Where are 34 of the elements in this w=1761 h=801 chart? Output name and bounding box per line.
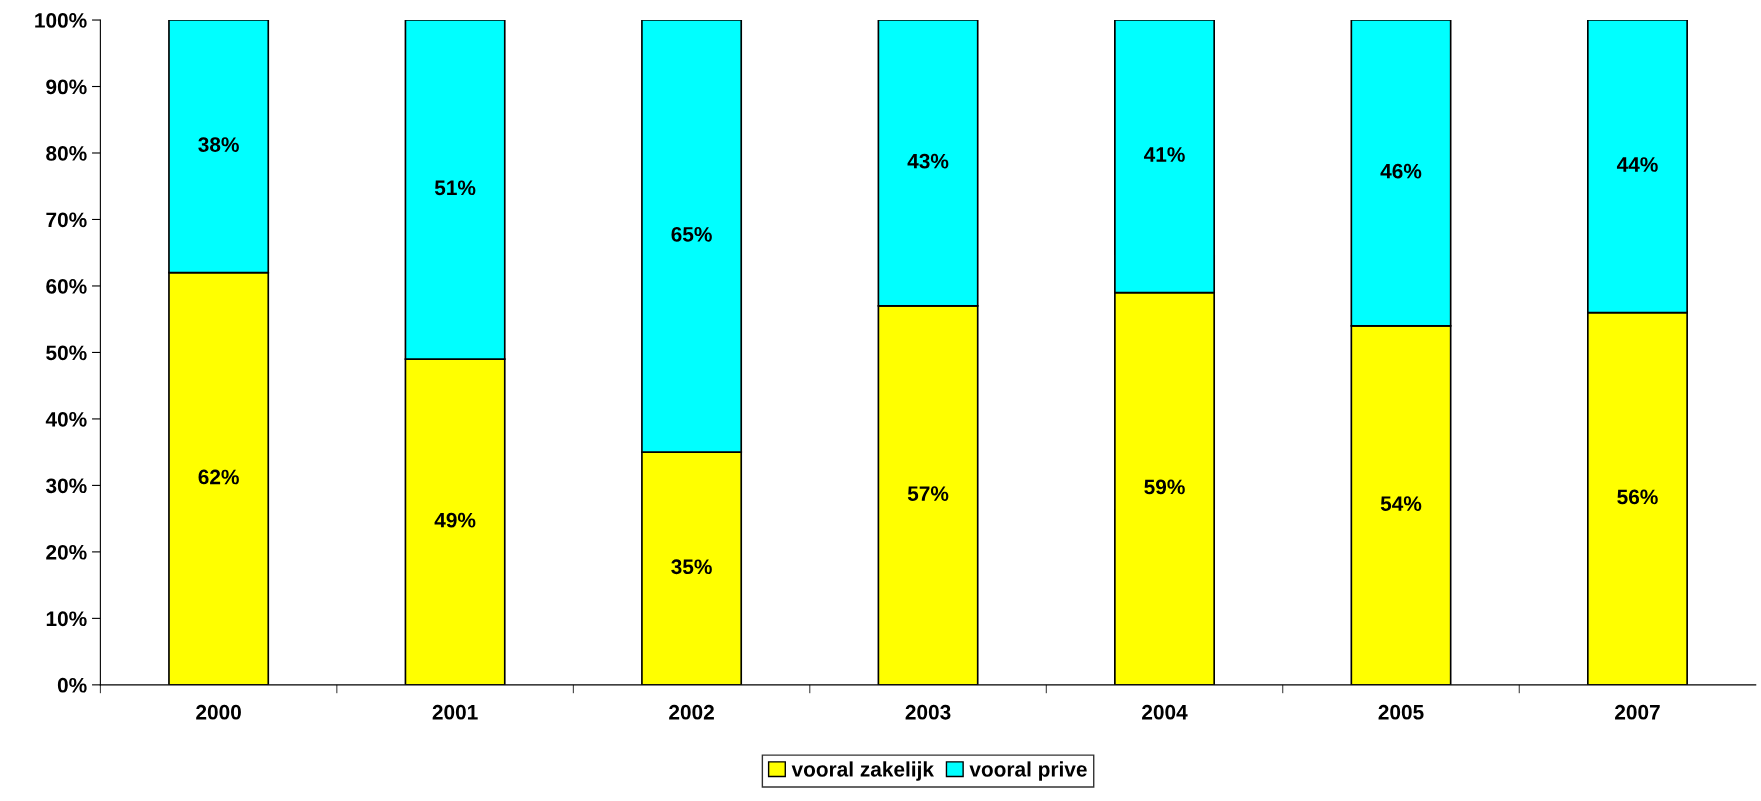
- data-label: 35%: [671, 559, 712, 575]
- y-tick-label: 30%: [45, 478, 87, 494]
- legend-label: vooral prive: [969, 761, 1087, 781]
- data-label: 38%: [198, 137, 239, 152]
- data-label: 44%: [1616, 157, 1658, 172]
- x-tick-label: 2002: [669, 704, 714, 720]
- y-tick-label: 60%: [46, 278, 87, 294]
- data-label: 46%: [1380, 163, 1422, 179]
- data-label: 49%: [434, 512, 476, 528]
- data-label: 62%: [198, 469, 239, 485]
- data-label: 51%: [434, 180, 476, 196]
- x-tick-label: 2001: [432, 704, 478, 720]
- x-tick-label: 2007: [1615, 704, 1660, 720]
- x-tick-label: 2004: [1142, 704, 1188, 720]
- data-label: 43%: [907, 153, 949, 169]
- data-label: 41%: [1143, 147, 1185, 162]
- data-label: 56%: [1617, 489, 1658, 505]
- y-tick-label: 70%: [46, 212, 87, 228]
- legend-label: vooral zakelijk: [791, 761, 934, 781]
- data-label: 54%: [1380, 496, 1422, 511]
- y-tick-label: 10%: [46, 611, 87, 627]
- y-tick-label: 40%: [45, 411, 87, 427]
- y-tick-label: 50%: [46, 345, 87, 361]
- data-label: 65%: [671, 226, 712, 242]
- y-tick-label: 0%: [57, 677, 87, 693]
- x-tick-label: 2005: [1378, 704, 1424, 720]
- y-tick-label: 20%: [46, 544, 87, 560]
- data-label: 59%: [1144, 479, 1185, 495]
- y-tick-label: 100%: [35, 13, 87, 28]
- x-tick-label: 2000: [196, 704, 241, 720]
- y-tick-label: 90%: [46, 79, 87, 95]
- x-tick-label: 2003: [905, 704, 951, 720]
- y-tick-label: 80%: [46, 145, 87, 161]
- data-label: 57%: [907, 486, 949, 501]
